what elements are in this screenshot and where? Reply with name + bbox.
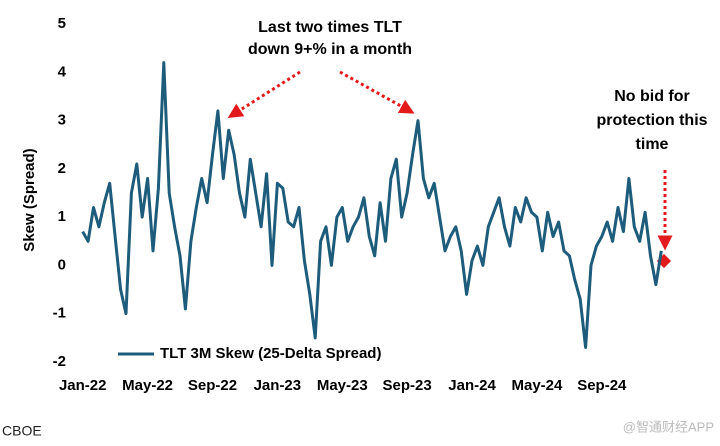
y-tick-label: -2	[53, 353, 66, 370]
annotation: down 9+% in a month	[248, 41, 412, 58]
annotation: No bid for	[614, 88, 690, 105]
watermark: @智通财经APP	[623, 419, 714, 434]
x-tick-label: Jan-23	[254, 377, 302, 394]
series-line	[81, 61, 663, 349]
x-tick-label: May-24	[511, 377, 563, 394]
x-tick-label: Jan-22	[59, 377, 107, 394]
legend-label: TLT 3M Skew (25-Delta Spread)	[160, 345, 381, 362]
x-tick-label: Sep-22	[188, 377, 237, 394]
x-tick-label: Jan-24	[448, 377, 496, 394]
y-tick-label: 5	[58, 15, 66, 32]
y-tick-label: 1	[58, 208, 66, 225]
x-tick-label: May-22	[122, 377, 173, 394]
y-tick-label: 3	[58, 112, 66, 129]
x-tick-label: May-23	[317, 377, 368, 394]
y-tick-label: 2	[58, 160, 66, 177]
annotation: time	[636, 136, 669, 153]
y-tick-label: 4	[58, 63, 67, 80]
annotation: Last two times TLT	[258, 19, 402, 36]
annotation-arrow	[227, 70, 301, 119]
x-tick-label: Sep-24	[577, 377, 627, 394]
x-tick-label: Sep-23	[383, 377, 432, 394]
y-tick-label: 0	[58, 256, 66, 273]
annotation: protection this	[596, 112, 707, 129]
y-tick-label: -1	[53, 305, 66, 322]
y-axis-label: Skew (Spread)	[21, 148, 38, 251]
annotation-arrow	[339, 70, 415, 114]
source: CBOE	[2, 423, 42, 439]
